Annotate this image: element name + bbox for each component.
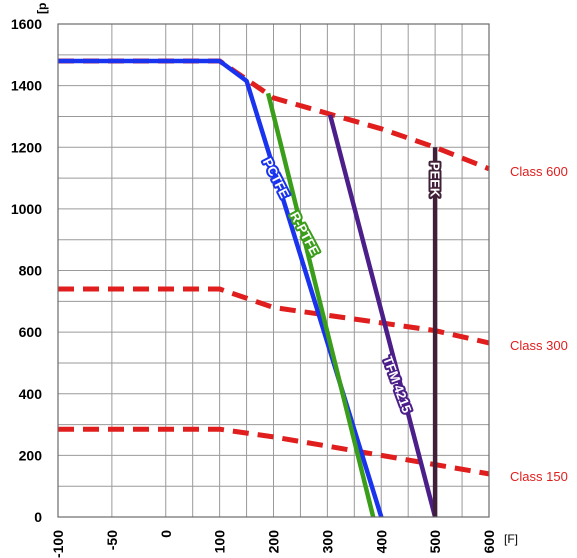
x-tick-label: 100	[212, 530, 228, 554]
x-tick-label: 500	[427, 530, 443, 554]
material-series-line	[58, 58, 384, 518]
x-tick-label: 200	[266, 530, 282, 554]
x-unit-label: [F]	[504, 532, 518, 546]
y-unit-label: [p	[35, 3, 49, 14]
material-series-lines	[58, 58, 438, 518]
material-series-line	[327, 114, 438, 518]
series-label: PEEK	[428, 162, 443, 198]
y-tick-label: 600	[19, 324, 43, 340]
pressure-class-label: Class 300	[510, 338, 568, 353]
pressure-class-label: Class 150	[510, 469, 568, 484]
y-tick-label: 400	[19, 386, 43, 402]
x-tick-label: -50	[104, 530, 120, 550]
y-tick-label: 1000	[11, 201, 42, 217]
pressure-class-label: Class 600	[510, 164, 568, 179]
y-tick-label: 200	[19, 447, 43, 463]
y-tick-label: 1200	[11, 139, 42, 155]
material-series-line	[265, 92, 376, 518]
x-tick-label: 300	[319, 530, 335, 554]
x-tick-label: -100	[50, 530, 66, 558]
axes: 0 200 400 600 800 1000 1200 1400 1600 -100 -50 0 100…	[11, 3, 518, 558]
x-tick-label: 0	[158, 530, 174, 538]
y-tick-label: 800	[19, 263, 43, 279]
x-tick-label: 400	[373, 530, 389, 554]
y-tick-label: 1400	[11, 78, 42, 94]
y-tick-label: 0	[34, 509, 42, 525]
plot-frame	[57, 23, 490, 518]
y-tick-label: 1600	[11, 16, 42, 32]
x-tick-label: 600	[481, 530, 497, 554]
